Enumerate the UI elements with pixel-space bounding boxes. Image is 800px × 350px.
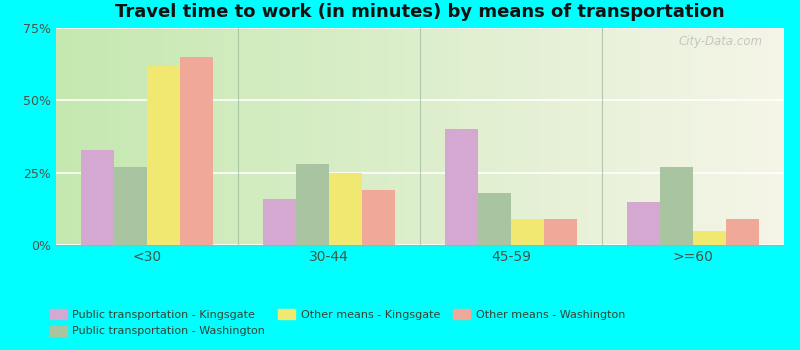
- Legend: Public transportation - Kingsgate, Public transportation - Washington, Other mea: Public transportation - Kingsgate, Publi…: [46, 305, 630, 341]
- Bar: [329, 173, 362, 245]
- Bar: [263, 199, 296, 245]
- Title: Travel time to work (in minutes) by means of transportation: Travel time to work (in minutes) by mean…: [115, 3, 725, 21]
- Bar: [544, 219, 577, 245]
- Text: City-Data.com: City-Data.com: [678, 35, 762, 48]
- Bar: [693, 231, 726, 245]
- Bar: [627, 202, 660, 245]
- Bar: [82, 149, 114, 245]
- Bar: [114, 167, 147, 245]
- Bar: [180, 57, 213, 245]
- Bar: [446, 129, 478, 245]
- Bar: [362, 190, 394, 245]
- Bar: [726, 219, 758, 245]
- Bar: [511, 219, 544, 245]
- Bar: [296, 164, 329, 245]
- Bar: [147, 65, 180, 245]
- Bar: [660, 167, 693, 245]
- Bar: [478, 193, 511, 245]
